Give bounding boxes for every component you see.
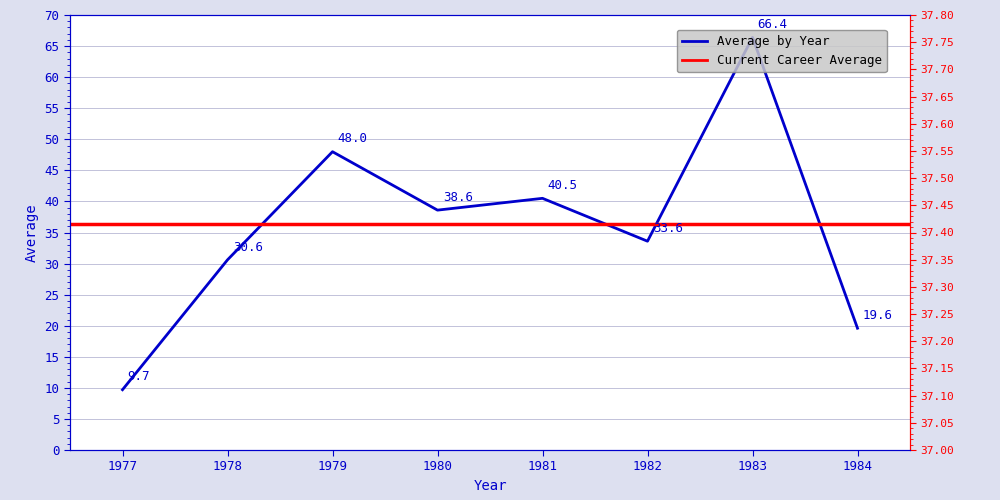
Average by Year [852, 325, 864, 331]
Text: 38.6: 38.6 [443, 191, 473, 204]
Text: 40.5: 40.5 [548, 179, 578, 192]
Average by Year [222, 257, 234, 263]
Legend: Average by Year, Current Career Average: Average by Year, Current Career Average [677, 30, 887, 72]
Text: 66.4: 66.4 [758, 18, 788, 31]
Text: 19.6: 19.6 [863, 309, 893, 322]
Text: 30.6: 30.6 [233, 240, 263, 254]
Text: 33.6: 33.6 [653, 222, 683, 235]
Y-axis label: Average: Average [25, 203, 39, 262]
Line: Average by Year: Average by Year [122, 38, 858, 390]
Average by Year [746, 34, 759, 40]
X-axis label: Year: Year [473, 479, 507, 493]
Average by Year [326, 148, 338, 154]
Average by Year [536, 196, 548, 202]
Text: 9.7: 9.7 [128, 370, 150, 384]
Average by Year [432, 207, 444, 213]
Average by Year [116, 386, 128, 392]
Text: 48.0: 48.0 [338, 132, 368, 145]
Average by Year [642, 238, 654, 244]
